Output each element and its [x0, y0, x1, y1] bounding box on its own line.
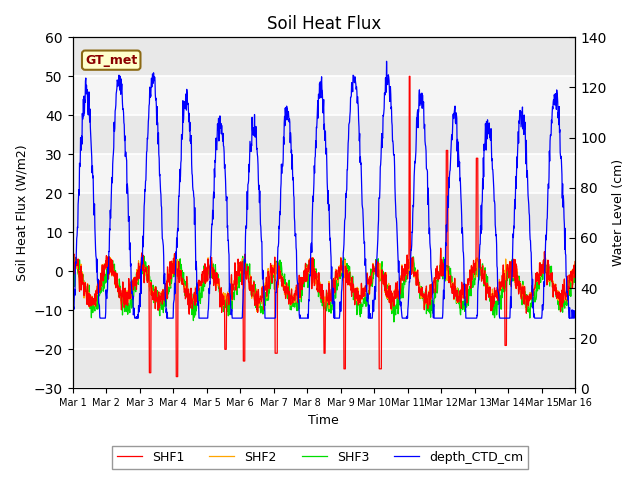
depth_CTD_cm [181, 99, 189, 105]
depth_CTD_cm [403, 315, 410, 321]
depth_CTD_cm [69, 315, 77, 321]
SHF2 [402, 265, 410, 271]
SHF1 [237, 268, 244, 274]
Bar [72, 76, 575, 115]
Bar [72, 271, 575, 311]
X-axis label: Time: Time [308, 414, 339, 427]
Y-axis label: Water Level (cm): Water Level (cm) [612, 159, 625, 266]
SHF3 [390, 319, 397, 325]
SHF1 [402, 265, 410, 271]
SHF1 [468, 277, 476, 283]
SHF2 [68, 255, 76, 261]
Bar [72, 193, 575, 232]
depth_CTD_cm [68, 311, 76, 317]
Y-axis label: Soil Heat Flux (W/m2): Soil Heat Flux (W/m2) [15, 144, 28, 281]
Line: SHF3: SHF3 [72, 255, 575, 322]
Legend: SHF1, SHF2, SHF3, depth_CTD_cm: SHF1, SHF2, SHF3, depth_CTD_cm [112, 446, 528, 469]
SHF3 [513, 271, 520, 277]
SHF2 [237, 270, 244, 276]
SHF3 [237, 269, 244, 275]
SHF1 [513, 286, 520, 291]
Text: GT_met: GT_met [85, 54, 138, 67]
SHF2 [572, 259, 579, 264]
Bar [72, 349, 575, 388]
Bar [72, 311, 575, 349]
depth_CTD_cm [513, 185, 520, 191]
Bar [72, 232, 575, 271]
SHF3 [403, 271, 410, 277]
Line: SHF2: SHF2 [72, 251, 575, 312]
SHF2 [168, 264, 176, 269]
SHF2 [186, 310, 193, 315]
SHF3 [468, 274, 476, 280]
depth_CTD_cm [168, 315, 176, 321]
depth_CTD_cm [572, 311, 579, 316]
Bar [72, 155, 575, 193]
Bar [72, 37, 575, 76]
SHF3 [181, 281, 189, 287]
SHF1 [181, 288, 189, 294]
Line: depth_CTD_cm: depth_CTD_cm [72, 61, 575, 318]
SHF3 [572, 271, 579, 277]
SHF2 [437, 248, 445, 253]
SHF3 [171, 252, 179, 258]
depth_CTD_cm [468, 315, 476, 321]
SHF3 [68, 269, 76, 275]
SHF2 [180, 287, 188, 293]
SHF1 [405, 73, 413, 79]
Title: Soil Heat Flux: Soil Heat Flux [267, 15, 381, 33]
SHF2 [513, 286, 520, 291]
SHF1 [572, 259, 579, 264]
depth_CTD_cm [383, 59, 390, 64]
SHF1 [168, 263, 176, 268]
SHF3 [168, 272, 176, 277]
SHF1 [172, 374, 180, 380]
Bar [72, 115, 575, 155]
SHF1 [68, 257, 76, 263]
Line: SHF1: SHF1 [72, 76, 575, 377]
SHF2 [468, 277, 476, 283]
depth_CTD_cm [237, 315, 244, 321]
